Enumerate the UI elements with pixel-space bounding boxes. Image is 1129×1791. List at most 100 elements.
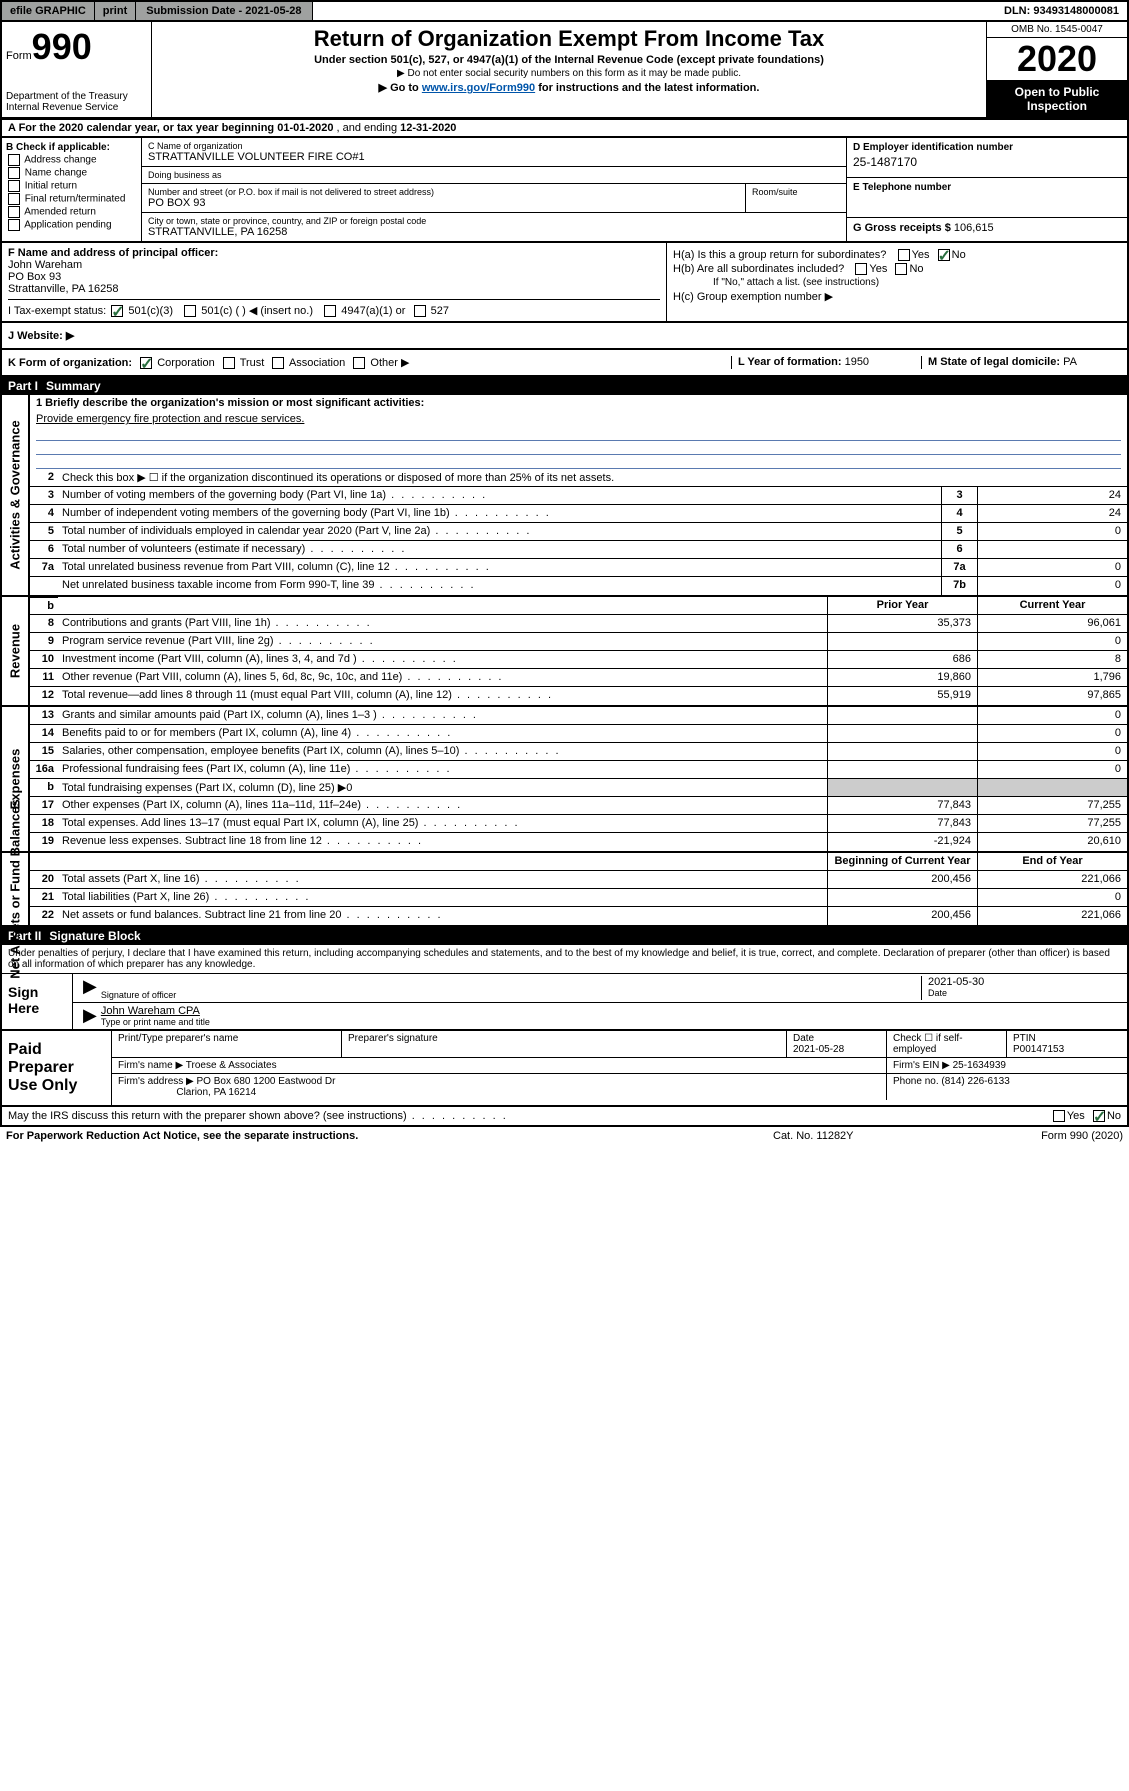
paid-preparer-block: Paid Preparer Use Only Print/Type prepar…	[0, 1031, 1129, 1107]
501c3-checkbox[interactable]	[111, 305, 123, 317]
firm-name-label: Firm's name ▶	[118, 1060, 183, 1071]
summary-line-text: Program service revenue (Part VIII, line…	[58, 633, 827, 650]
tax-status-label: I Tax-exempt status:	[8, 305, 106, 317]
prep-date-value: 2021-05-28	[793, 1044, 844, 1055]
trust-checkbox[interactable]	[223, 357, 235, 369]
current-year-value: 8	[977, 651, 1127, 668]
end-year-value: 221,066	[977, 907, 1127, 925]
summary-line-text: Number of independent voting members of …	[58, 505, 941, 522]
form-number: Form990	[6, 26, 128, 68]
dba-label: Doing business as	[148, 170, 840, 180]
firm-name-value: Troese & Associates	[186, 1060, 277, 1071]
initial-return-checkbox[interactable]	[8, 180, 20, 192]
self-employed-check: Check ☐ if self-employed	[887, 1031, 1007, 1057]
prior-year-value	[827, 707, 977, 724]
summary-line-box: 7a	[941, 559, 977, 576]
summary-line-box: 6	[941, 541, 977, 558]
summary-line-text: Investment income (Part VIII, column (A)…	[58, 651, 827, 668]
summary-line-text: Total revenue—add lines 8 through 11 (mu…	[58, 687, 827, 705]
omb-number: OMB No. 1545-0047	[987, 22, 1127, 38]
form-subtitle: Under section 501(c), 527, or 4947(a)(1)…	[162, 54, 976, 66]
summary-line-text: Other expenses (Part IX, column (A), lin…	[58, 797, 827, 814]
address-label: Number and street (or P.O. box if mail i…	[148, 187, 739, 197]
paperwork-notice: For Paperwork Reduction Act Notice, see …	[6, 1130, 773, 1142]
summary-line-value: 0	[977, 523, 1127, 540]
firm-ein-label: Firm's EIN ▶	[893, 1060, 950, 1071]
summary-line-box: 7b	[941, 577, 977, 595]
current-year-value: 77,255	[977, 797, 1127, 814]
prep-date-label: Date	[793, 1033, 814, 1044]
summary-line-text: Professional fundraising fees (Part IX, …	[58, 761, 827, 778]
summary-line-value: 0	[977, 577, 1127, 595]
print-button[interactable]: print	[95, 2, 136, 20]
mission-text: Provide emergency fire protection and re…	[30, 411, 1127, 427]
summary-line-value: 24	[977, 487, 1127, 504]
end-year-header: End of Year	[977, 853, 1127, 870]
current-year-value: 97,865	[977, 687, 1127, 705]
sig-officer-label: Signature of officer	[101, 990, 921, 1000]
sign-here-label: Sign Here	[2, 974, 72, 1029]
current-year-value: 1,796	[977, 669, 1127, 686]
submission-date: Submission Date - 2021-05-28	[136, 2, 312, 20]
summary-line-text: Salaries, other compensation, employee b…	[58, 743, 827, 760]
print-name-label: Type or print name and title	[101, 1017, 1121, 1027]
entity-block: B Check if applicable: Address change Na…	[0, 138, 1129, 243]
expenses-block: Expenses 13Grants and similar amounts pa…	[0, 707, 1129, 853]
activities-governance-block: Activities & Governance 1 Briefly descri…	[0, 395, 1129, 597]
application-pending-checkbox[interactable]	[8, 219, 20, 231]
4947-checkbox[interactable]	[324, 305, 336, 317]
begin-year-value	[827, 889, 977, 906]
end-year-value: 221,066	[977, 871, 1127, 888]
dln: DLN: 93493148000081	[996, 2, 1127, 20]
corporation-checkbox[interactable]	[140, 357, 152, 369]
name-change-checkbox[interactable]	[8, 167, 20, 179]
phone-label: E Telephone number	[853, 182, 1121, 193]
summary-line-text: Total number of individuals employed in …	[58, 523, 941, 540]
discuss-yes-checkbox[interactable]	[1053, 1110, 1065, 1122]
prior-year-value: 35,373	[827, 615, 977, 632]
hb-no-checkbox[interactable]	[895, 263, 907, 275]
officer-group-block: F Name and address of principal officer:…	[0, 243, 1129, 323]
discuss-no-checkbox[interactable]	[1093, 1110, 1105, 1122]
irs-link[interactable]: www.irs.gov/Form990	[422, 82, 535, 94]
prior-year-value	[827, 633, 977, 650]
address-change-checkbox[interactable]	[8, 154, 20, 166]
efile-label: efile GRAPHIC	[2, 2, 95, 20]
current-year-value: 20,610	[977, 833, 1127, 851]
firm-addr-value2: Clarion, PA 16214	[176, 1087, 256, 1098]
association-checkbox[interactable]	[272, 357, 284, 369]
officer-addr2: Strattanville, PA 16258	[8, 283, 660, 295]
ha-no-checkbox[interactable]	[938, 249, 950, 261]
summary-line-text: Total unrelated business revenue from Pa…	[58, 559, 941, 576]
revenue-block: Revenue b Prior Year Current Year 8Contr…	[0, 597, 1129, 707]
firm-addr-value1: PO Box 680 1200 Eastwood Dr	[197, 1076, 336, 1087]
ein-label: D Employer identification number	[853, 142, 1121, 153]
begin-year-value: 200,456	[827, 871, 977, 888]
line2-text: Check this box ▶ ☐ if the organization d…	[58, 469, 1127, 486]
summary-line-text: Net assets or fund balances. Subtract li…	[58, 907, 827, 925]
527-checkbox[interactable]	[414, 305, 426, 317]
prior-year-value	[827, 743, 977, 760]
summary-line-text: Total fundraising expenses (Part IX, col…	[58, 779, 827, 796]
gross-receipts-value: 106,615	[954, 222, 994, 234]
ptin-label: PTIN	[1013, 1033, 1036, 1044]
arrow-icon: ▶	[79, 1005, 101, 1027]
501c-checkbox[interactable]	[184, 305, 196, 317]
prior-year-value	[827, 761, 977, 778]
year-formation: 1950	[845, 356, 869, 368]
ha-yes-checkbox[interactable]	[898, 249, 910, 261]
form-header: Form990 Department of the Treasury Inter…	[0, 22, 1129, 119]
summary-line-text: Benefits paid to or for members (Part IX…	[58, 725, 827, 742]
instructions-link-row: ▶ Go to www.irs.gov/Form990 for instruct…	[162, 81, 976, 94]
prior-year-value: 77,843	[827, 815, 977, 832]
prior-year-value: 686	[827, 651, 977, 668]
principal-officer-label: F Name and address of principal officer:	[8, 247, 660, 259]
final-return-checkbox[interactable]	[8, 193, 20, 205]
amended-return-checkbox[interactable]	[8, 206, 20, 218]
hb-yes-checkbox[interactable]	[855, 263, 867, 275]
website-row: J Website: ▶	[0, 323, 1129, 350]
org-name-label: C Name of organization	[148, 141, 840, 151]
group-exemption-row: H(c) Group exemption number ▶	[673, 290, 1121, 303]
prior-year-value: 55,919	[827, 687, 977, 705]
other-checkbox[interactable]	[353, 357, 365, 369]
